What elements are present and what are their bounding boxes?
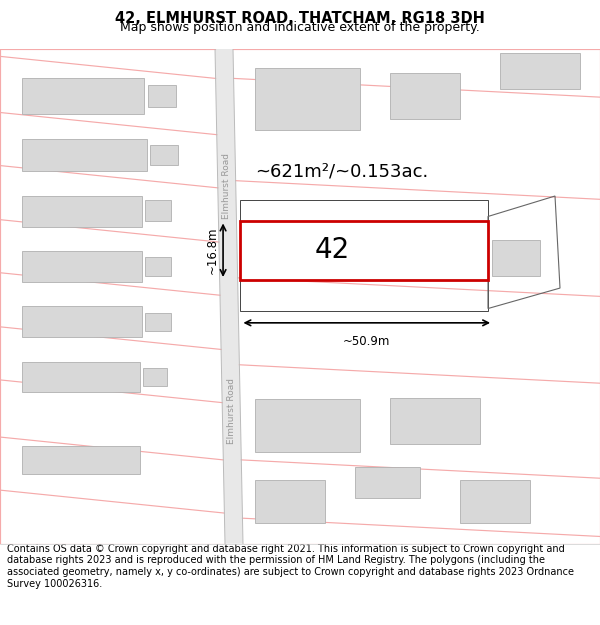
Bar <box>145 200 171 221</box>
Bar <box>150 145 178 166</box>
Bar <box>355 467 420 498</box>
Bar <box>492 240 540 276</box>
Bar <box>22 446 140 474</box>
Bar <box>240 200 488 311</box>
Bar <box>22 306 142 337</box>
Text: Contains OS data © Crown copyright and database right 2021. This information is : Contains OS data © Crown copyright and d… <box>7 544 574 589</box>
Bar <box>22 78 144 114</box>
Bar <box>145 258 171 276</box>
Bar <box>143 368 167 386</box>
Text: Map shows position and indicative extent of the property.: Map shows position and indicative extent… <box>120 21 480 34</box>
Bar <box>22 362 140 392</box>
Bar <box>500 53 580 89</box>
Bar <box>22 196 142 227</box>
Bar <box>460 481 530 523</box>
Polygon shape <box>215 49 243 544</box>
Text: ~16.8m: ~16.8m <box>206 226 219 274</box>
Text: 42, ELMHURST ROAD, THATCHAM, RG18 3DH: 42, ELMHURST ROAD, THATCHAM, RG18 3DH <box>115 11 485 26</box>
Bar <box>255 481 325 523</box>
Bar <box>390 73 460 119</box>
Text: Elmhurst Road: Elmhurst Road <box>227 378 236 444</box>
Text: ~621m²/~0.153ac.: ~621m²/~0.153ac. <box>255 162 428 181</box>
Text: 42: 42 <box>314 236 349 264</box>
Bar <box>240 221 488 280</box>
Bar <box>22 251 142 282</box>
Bar <box>148 84 176 107</box>
Text: Elmhurst Road: Elmhurst Road <box>222 152 231 219</box>
Bar <box>255 68 360 129</box>
Bar <box>22 139 147 171</box>
Bar <box>255 399 360 452</box>
Bar <box>145 312 171 331</box>
Bar <box>390 398 480 444</box>
Text: ~50.9m: ~50.9m <box>343 335 391 348</box>
